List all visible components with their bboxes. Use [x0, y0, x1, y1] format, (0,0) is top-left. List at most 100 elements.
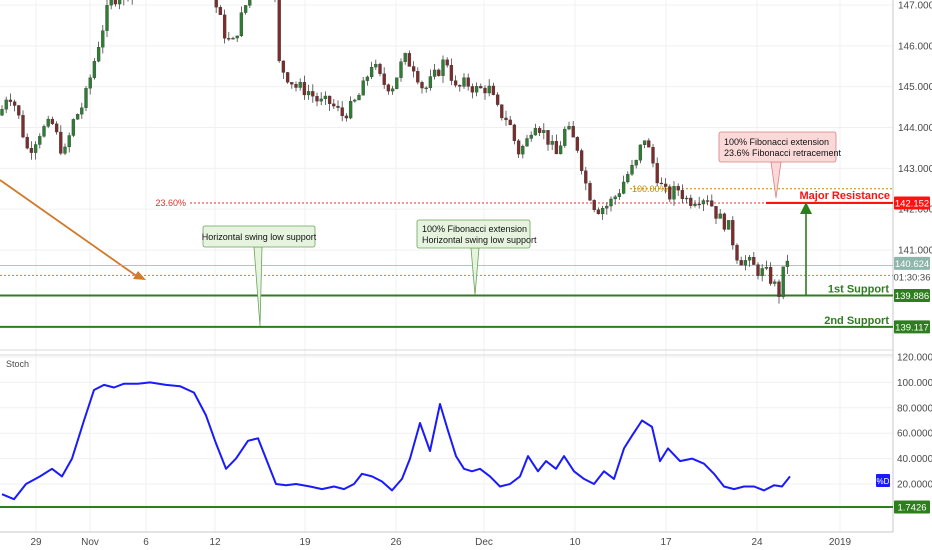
candle	[558, 141, 563, 155]
candle	[92, 58, 97, 80]
candle-body	[403, 53, 407, 62]
candle	[689, 194, 693, 209]
callout-fib-retrace-line1: 100% Fibonacci extension	[724, 137, 829, 147]
candle-body	[752, 256, 756, 265]
candle	[714, 206, 718, 224]
candle-body	[609, 198, 613, 207]
candle	[437, 68, 441, 77]
candle	[361, 76, 365, 96]
time-tick: 26	[390, 537, 402, 548]
candle-body	[764, 267, 769, 269]
candle-body	[592, 200, 596, 210]
price-tags: 142.152 140.624 01:30:36 139.886 139.117	[894, 196, 930, 334]
candle	[0, 105, 4, 117]
candle-body	[521, 145, 525, 155]
candle-body	[483, 87, 487, 94]
candle	[575, 136, 580, 153]
candle	[117, 0, 122, 10]
candle	[248, 0, 252, 9]
stoch-level-tag	[894, 500, 930, 514]
candle	[243, 5, 248, 15]
major-resistance-tag	[894, 196, 930, 210]
candle	[735, 243, 739, 264]
candle-body	[63, 146, 67, 154]
candle-body	[285, 72, 290, 83]
candle	[722, 212, 727, 232]
candle	[483, 85, 487, 100]
candle-body	[67, 135, 71, 148]
last-price-tag-text: 140.624	[895, 259, 929, 270]
candle-body	[399, 61, 403, 78]
trend-arrow-head	[133, 271, 146, 280]
price-tick: 142.000	[898, 205, 932, 216]
candle	[235, 35, 239, 42]
candle	[239, 6, 244, 37]
callout-swing-low: Horizontal swing low support	[202, 225, 317, 327]
candle	[88, 74, 92, 95]
candle-body	[508, 119, 512, 126]
candle	[445, 57, 449, 68]
candle-body	[546, 130, 550, 145]
candle	[63, 143, 67, 156]
candle-body	[714, 206, 718, 219]
candle	[617, 188, 622, 200]
time-tick: 2019	[829, 537, 852, 548]
candle-body	[575, 137, 580, 151]
candle-body	[722, 213, 727, 230]
candle-body	[428, 76, 433, 89]
candle	[773, 279, 777, 287]
candle	[663, 178, 668, 194]
candle-body	[773, 281, 777, 284]
candle	[105, 0, 109, 37]
callout-swing-low-text: Horizontal swing low support	[202, 232, 317, 242]
candle	[777, 279, 781, 304]
candle-body	[235, 35, 239, 39]
candle	[760, 264, 764, 282]
candle-body	[613, 196, 617, 200]
candle-body	[361, 80, 365, 96]
candle	[500, 104, 504, 121]
candle	[567, 121, 571, 131]
candle-body	[38, 136, 42, 145]
candle-body	[449, 65, 454, 81]
second-support-tag-text: 139.117	[895, 322, 929, 333]
candle-body	[306, 91, 311, 96]
candle-body	[756, 264, 760, 276]
time-axis[interactable]: 29 Nov 6 12 19 26 Dec 10 17 24 2019	[30, 537, 851, 548]
price-tick: 141.000	[898, 246, 932, 257]
candle-body	[651, 147, 655, 164]
candle	[365, 75, 370, 86]
candle	[470, 83, 475, 99]
candle-body	[739, 260, 743, 266]
candle	[613, 194, 617, 205]
candle	[29, 141, 34, 160]
candle	[374, 59, 378, 71]
candle-body	[672, 186, 676, 200]
candle-body	[500, 104, 504, 119]
candle-body	[495, 94, 500, 105]
candle	[630, 160, 634, 176]
stoch-tick: 60.0000	[897, 429, 932, 440]
candle-body	[92, 61, 97, 78]
time-tick: 6	[143, 537, 149, 548]
candle-body	[638, 144, 643, 161]
candle-body	[680, 190, 685, 200]
candle	[521, 144, 525, 159]
candle-body	[227, 38, 231, 40]
candle	[642, 140, 647, 149]
candle-body	[626, 174, 630, 183]
candle	[655, 157, 659, 187]
candle	[529, 131, 533, 142]
price-axis[interactable]: 147.000 146.000 145.000 144.000 143.000 142.0…	[898, 1, 932, 257]
candle	[680, 184, 685, 204]
stoch-tick: 80.0000	[897, 403, 932, 414]
candle-body	[80, 107, 84, 115]
candle	[684, 195, 689, 204]
candle-body	[584, 170, 588, 184]
candle	[50, 116, 55, 125]
candle-body	[529, 134, 533, 139]
stoch-axis[interactable]: 120.0000 100.0000 80.0000 60.0000 40.0000 20.…	[897, 353, 932, 491]
candle-body	[231, 37, 235, 40]
candle	[214, 0, 218, 14]
